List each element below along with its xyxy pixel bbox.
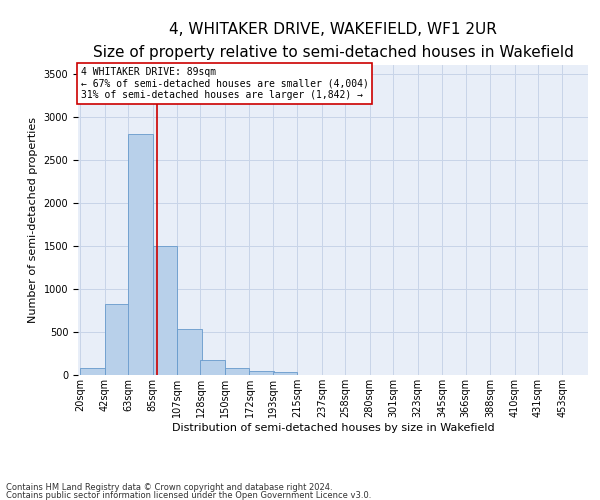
Bar	[225, 368, 250, 375]
Bar	[250, 370, 274, 375]
Bar	[273, 372, 298, 375]
Y-axis label: Number of semi-detached properties: Number of semi-detached properties	[28, 117, 38, 323]
Bar	[80, 368, 105, 375]
X-axis label: Distribution of semi-detached houses by size in Wakefield: Distribution of semi-detached houses by …	[172, 422, 494, 432]
Bar	[177, 328, 202, 375]
Bar	[105, 304, 129, 375]
Bar	[152, 246, 177, 375]
Title: 4, WHITAKER DRIVE, WAKEFIELD, WF1 2UR
Size of property relative to semi-detached: 4, WHITAKER DRIVE, WAKEFIELD, WF1 2UR Si…	[92, 22, 574, 60]
Text: Contains HM Land Registry data © Crown copyright and database right 2024.: Contains HM Land Registry data © Crown c…	[6, 484, 332, 492]
Text: Contains public sector information licensed under the Open Government Licence v3: Contains public sector information licen…	[6, 490, 371, 500]
Bar	[200, 360, 225, 375]
Bar	[128, 134, 152, 375]
Text: 4 WHITAKER DRIVE: 89sqm
← 67% of semi-detached houses are smaller (4,004)
31% of: 4 WHITAKER DRIVE: 89sqm ← 67% of semi-de…	[80, 66, 368, 100]
